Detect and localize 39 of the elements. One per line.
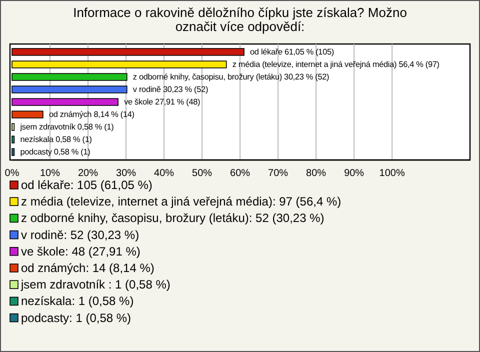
data-label: od známých 8,14 % (14) [48,110,135,120]
bar [12,98,118,106]
bar [12,148,15,156]
x-tick-label: 10% [40,168,60,179]
bar [12,60,227,68]
data-label: podcasty 0,58 % (1) [20,148,91,157]
x-tick-label: 40% [154,168,174,179]
bar [12,123,15,131]
text: jsem zdravotník : 1 (0,58 %) [20,278,170,292]
x-tick-label: 100% [379,168,405,179]
data-label: od lékaře 61,05 % (105) [250,47,334,56]
data-label: v rodině 30,23 % (52) [132,84,208,94]
x-tick-label: 60% [230,168,250,179]
x-tick-label: 0% [4,168,20,179]
data-label: ve škole 27,91 % (48) [124,98,201,106]
text: od známých: 14 (8,14 %) [21,261,154,275]
data-label: nezískala 0,58 % (1) [20,135,92,144]
bar [12,136,15,144]
text: z odborné knihy, časopisu, brožury (letáku): 52 (30,23 %) [21,211,324,226]
text: nezískala: 1 (0,58 %) [21,294,134,308]
x-tick-label: 20% [78,168,98,179]
x-tick-label: 50% [192,168,212,179]
x-tick-label: 30% [116,168,136,179]
chart-title: Informace o rakovině děložního čípku jste získala? Možno označit více odpovědí: [73,5,407,34]
data-label: z odborné knihy, časopisu, brožury (letáku) 30,23 % (52) [132,72,330,82]
x-tick-label: 80% [306,168,326,179]
x-tick-label: 90% [344,168,364,179]
x-tick-label: 70% [268,168,288,179]
bar [12,86,128,94]
data-label: z média (televize, internet a jiná veřejná média) 56,4 % (97) [232,60,440,69]
text: v rodině: 52 (30,23 %) [21,228,140,242]
bar [12,110,44,118]
text: podcasty: 1 (0,58 %) [21,310,132,325]
text: ve škole: 48 (27,91 %) [21,244,140,258]
data-label: jsem zdravotník 0,58 % (1) [19,122,114,132]
bar [12,48,244,56]
text: z média (televize, internet a jiná veřejná média): 97 (56,4 %) [21,194,342,209]
text: od lékaře: 105 (61,05 %) [21,178,152,192]
bar [12,73,128,81]
